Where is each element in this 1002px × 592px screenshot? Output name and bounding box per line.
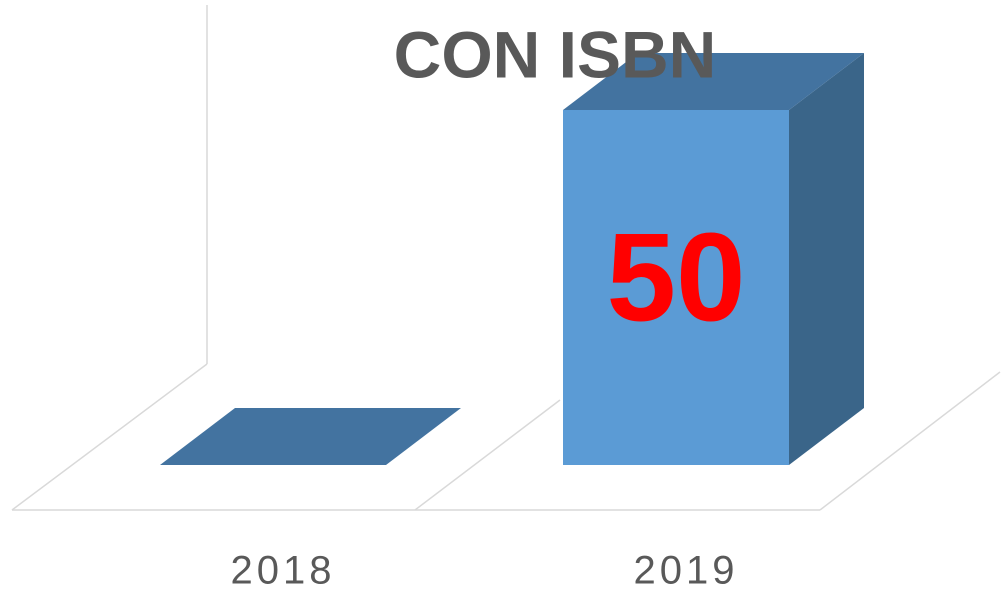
bar-front bbox=[563, 110, 789, 465]
bar-top bbox=[160, 408, 461, 465]
x-tick-label: 2019 bbox=[634, 549, 739, 592]
floor-left-edge bbox=[11, 363, 208, 511]
floor-right-edge bbox=[819, 371, 1001, 511]
bar-side bbox=[789, 53, 864, 465]
x-tick-label: 2018 bbox=[231, 549, 336, 592]
bar-top bbox=[563, 53, 864, 110]
floor-and-walls bbox=[11, 5, 1001, 511]
bars bbox=[160, 53, 864, 465]
chart-title: CON ISBN bbox=[394, 17, 717, 91]
data-label: 50 bbox=[606, 209, 745, 348]
floor-divider bbox=[414, 399, 561, 511]
